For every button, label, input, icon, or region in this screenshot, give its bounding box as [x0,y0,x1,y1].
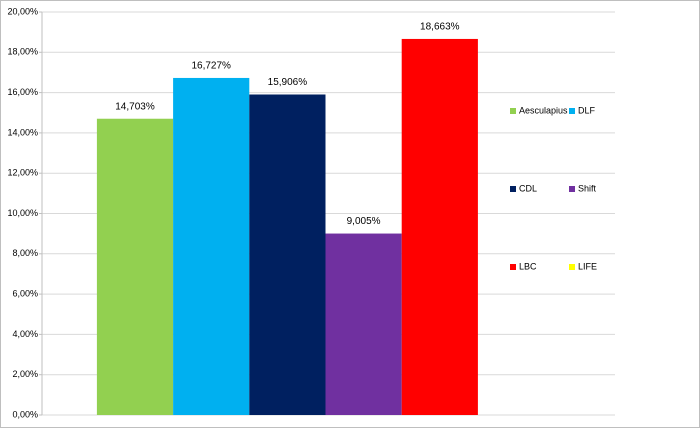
y-tick-label: 2,00% [12,369,38,379]
legend-label: Shift [578,183,597,193]
y-tick-label: 18,00% [7,47,38,57]
legend-label: LBC [519,261,537,271]
y-tick-label: 4,00% [12,329,38,339]
y-tick-label: 20,00% [7,6,38,16]
legend-label: Aesculapius [519,105,568,115]
data-label: 9,005% [347,216,381,227]
y-tick-label: 0,00% [12,409,38,419]
data-label: 14,703% [115,101,155,112]
legend-swatch [569,264,575,270]
legend-swatch [569,186,575,192]
legend-label: LIFE [578,261,597,271]
legend-label: DLF [578,105,596,115]
bar [249,94,326,415]
y-tick-label: 10,00% [7,208,38,218]
legend-label: CDL [519,183,537,193]
data-label: 16,727% [191,61,231,72]
bar [401,38,478,415]
y-tick-label: 8,00% [12,248,38,258]
legend-swatch [569,108,575,114]
y-tick-label: 14,00% [7,127,38,137]
data-label: 15,906% [268,77,308,88]
bar [96,118,174,415]
bar [325,233,402,415]
bar [173,77,250,415]
legend-swatch [510,264,516,270]
legend-swatch [510,108,516,114]
y-tick-label: 12,00% [7,168,38,178]
legend-swatch [510,186,516,192]
y-tick-label: 6,00% [12,288,38,298]
data-label: 18,663% [420,22,460,33]
y-tick-label: 16,00% [7,87,38,97]
